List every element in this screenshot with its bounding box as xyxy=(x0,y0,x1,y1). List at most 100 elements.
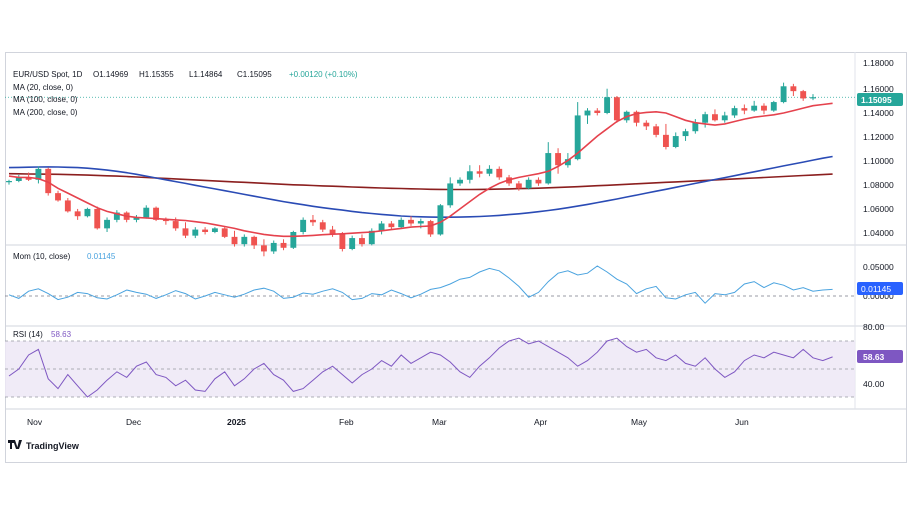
ma20-layer xyxy=(8,102,833,238)
time-tick: May xyxy=(631,417,648,427)
header-close: C1.15095 xyxy=(237,70,272,79)
candle-body xyxy=(378,223,385,231)
candle-body xyxy=(368,230,375,245)
candle-body xyxy=(447,183,454,206)
time-tick: Feb xyxy=(339,417,354,427)
rsi-layer xyxy=(8,337,833,398)
candle-body xyxy=(133,217,140,220)
candle-body xyxy=(398,219,405,228)
candle-body xyxy=(64,200,71,212)
candle-body xyxy=(427,221,434,235)
time-axis[interactable]: Nov Dec 2025 Feb Mar Apr May Jun xyxy=(27,417,749,427)
chart-frame: EUR/USD Spot, 1D O1.14969 H1.15355 L1.14… xyxy=(5,52,907,463)
candle-body xyxy=(555,153,562,166)
candle-body xyxy=(192,229,199,236)
candle-body xyxy=(574,115,581,160)
candle-body xyxy=(310,219,316,223)
price-tick: 1.14000 xyxy=(863,108,894,118)
momentum-label: Mom (10, close) xyxy=(13,252,71,261)
legend-ma20[interactable]: MA (20, close, 0) xyxy=(13,83,73,92)
last-price-badge: 1.15095 xyxy=(857,93,903,106)
candle-body xyxy=(466,171,473,180)
candle-body xyxy=(741,108,748,111)
time-tick: Nov xyxy=(27,417,43,427)
price-axis[interactable]: 1.18000 1.16000 1.14000 1.12000 1.10000 … xyxy=(863,58,894,238)
candle-body xyxy=(6,181,12,183)
candle-body xyxy=(319,222,326,230)
time-tick: Jun xyxy=(735,417,749,427)
candle-body xyxy=(388,223,395,228)
candle-body xyxy=(604,97,611,113)
svg-text:0.01145: 0.01145 xyxy=(861,284,891,294)
header-change: +0.00120 (+0.10%) xyxy=(289,70,358,79)
candle-body xyxy=(45,168,52,194)
tradingview-logo-icon xyxy=(8,440,22,449)
momentum-last-badge: 0.01145 xyxy=(857,282,903,295)
candle-body xyxy=(476,171,483,174)
candle-body xyxy=(564,159,571,166)
svg-text:58.63: 58.63 xyxy=(863,352,885,362)
candle-body xyxy=(486,168,493,174)
chart-svg: EUR/USD Spot, 1D O1.14969 H1.15355 L1.14… xyxy=(5,52,907,463)
momentum-tick: 0.05000 xyxy=(863,262,894,272)
candle-body xyxy=(712,114,718,121)
candle-body xyxy=(290,232,297,248)
header-open: O1.14969 xyxy=(93,70,129,79)
candle-body xyxy=(143,207,150,218)
candle-body xyxy=(810,97,816,99)
candle-body xyxy=(702,114,709,123)
rsi-tick: 40.00 xyxy=(863,379,885,389)
rsi-last-badge: 58.63 xyxy=(857,350,903,363)
candle-body xyxy=(94,208,101,229)
candle-body xyxy=(104,219,110,229)
legend-ma100[interactable]: MA (100, close, 0) xyxy=(13,95,78,104)
candle-body xyxy=(721,115,728,121)
momentum-tick: 0.00000 xyxy=(863,291,894,301)
candle-body xyxy=(329,229,336,235)
rsi-label: RSI (14) xyxy=(13,330,43,339)
momentum-layer xyxy=(8,265,833,304)
legend-ma200[interactable]: MA (200, close, 0) xyxy=(13,108,78,117)
candle-body xyxy=(780,86,787,103)
candle-body xyxy=(515,183,522,189)
time-tick: 2025 xyxy=(227,417,246,427)
candle-body xyxy=(55,193,61,201)
candle-body xyxy=(231,236,238,245)
candle-body xyxy=(545,153,552,184)
price-tick: 1.06000 xyxy=(863,204,894,214)
candle-body xyxy=(643,122,650,127)
candle-body xyxy=(260,245,267,252)
candle-body xyxy=(594,110,601,113)
candle-body xyxy=(25,177,32,180)
candle-body xyxy=(74,211,81,217)
candle-body xyxy=(525,179,532,189)
candle-body xyxy=(682,131,689,137)
candle-body xyxy=(182,228,189,236)
candle-body xyxy=(339,234,346,249)
candle-body xyxy=(662,134,669,147)
ma100-layer xyxy=(8,155,833,218)
ma200-layer xyxy=(8,172,833,191)
candle-body xyxy=(770,102,777,111)
candle-body xyxy=(280,242,287,248)
chart-border xyxy=(5,52,907,463)
header-symbol: EUR/USD Spot, 1D xyxy=(13,70,83,79)
candle-body xyxy=(211,228,218,232)
candle-body xyxy=(15,177,22,181)
candle-body xyxy=(437,205,444,235)
price-tick: 1.10000 xyxy=(863,156,894,166)
ma200-line xyxy=(8,172,833,191)
price-tick: 1.12000 xyxy=(863,132,894,142)
candle-body xyxy=(300,219,307,232)
candle-body xyxy=(800,91,807,99)
candle-body xyxy=(251,236,258,246)
candle-body xyxy=(349,238,356,249)
candle-body xyxy=(613,97,620,121)
time-tick: Apr xyxy=(534,417,547,427)
candle-body xyxy=(457,179,463,184)
rsi-line xyxy=(8,337,833,398)
candle-body xyxy=(408,219,414,224)
candle-body xyxy=(790,86,797,92)
rsi-value: 58.63 xyxy=(51,330,72,339)
svg-text:1.15095: 1.15095 xyxy=(861,95,892,105)
